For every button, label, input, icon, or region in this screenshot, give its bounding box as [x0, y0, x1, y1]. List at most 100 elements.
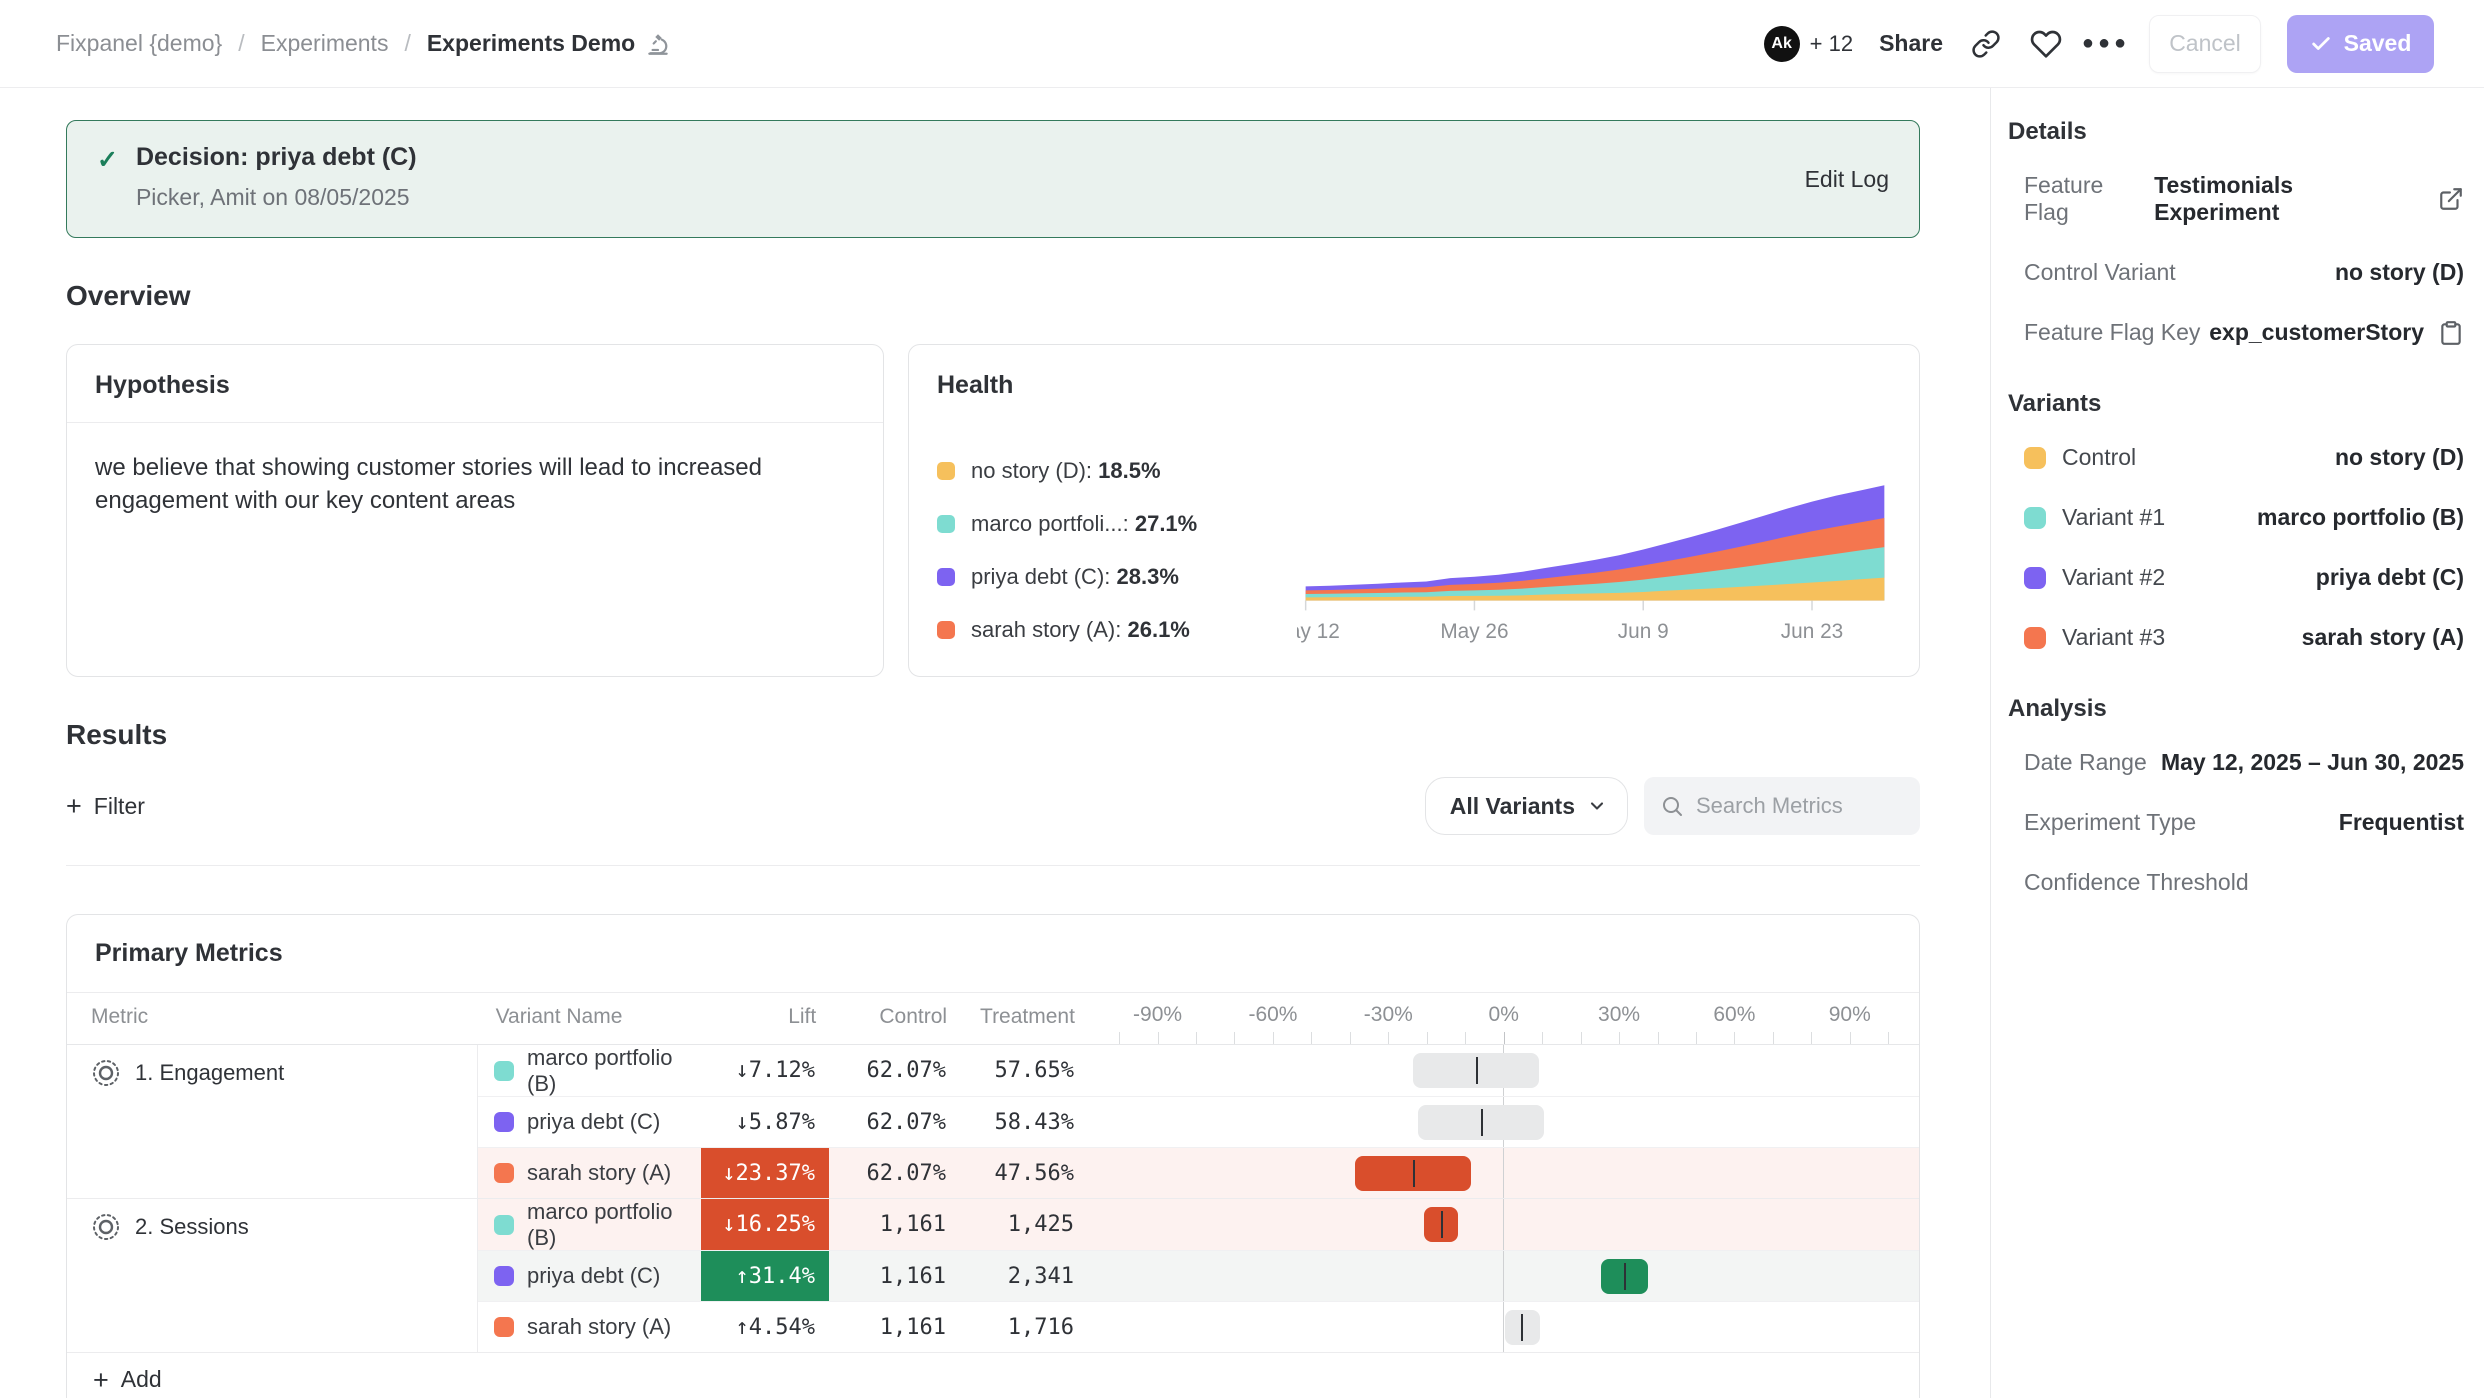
variant-swatch [494, 1163, 514, 1183]
analysis-value: Frequentist [2338, 809, 2464, 835]
metric-name-cell[interactable]: 1. Engagement [67, 1045, 478, 1198]
breadcrumb-separator: / [404, 30, 411, 56]
edit-log-link[interactable]: Edit Log [1804, 165, 1889, 192]
variants-dropdown[interactable]: All Variants [1424, 777, 1628, 835]
variant-swatch [494, 1317, 514, 1337]
variant-label: Control [2062, 444, 2137, 470]
add-metric-button[interactable]: + Add [67, 1352, 1919, 1398]
confidence-interval-bar [1355, 1156, 1472, 1191]
axis-tick-label: -30% [1363, 1003, 1413, 1026]
metric-variant-row[interactable]: sarah story (A) ↓23.37% 62.07% 47.56% [478, 1147, 1919, 1198]
legend-swatch [937, 462, 955, 480]
external-link-icon[interactable] [2438, 186, 2464, 212]
legend-label: marco portfoli...: 27.1% [971, 511, 1198, 536]
primary-metrics-card: Primary Metrics Metric Variant Name Lift… [66, 914, 1920, 1398]
chevron-down-icon [1587, 796, 1607, 816]
add-filter-label: Filter [93, 792, 145, 819]
metric-name-cell[interactable]: 2. Sessions [67, 1199, 478, 1352]
metric-group: 2. Sessions marco portfolio (B) ↓16.25% … [67, 1198, 1919, 1352]
axis-tick-label: -90% [1133, 1003, 1183, 1026]
divider [67, 422, 883, 423]
table-body: 1. Engagement marco portfolio (B) ↓7.12%… [67, 1045, 1919, 1352]
hypothesis-title: Hypothesis [95, 371, 230, 399]
variant-row: Variant #3 sarah story (A) [2008, 624, 2464, 651]
confidence-interval-plot [1099, 1302, 1919, 1352]
legend-swatch [937, 621, 955, 639]
confidence-interval-plot [1099, 1199, 1919, 1250]
metric-variant-row[interactable]: marco portfolio (B) ↓7.12% 62.07% 57.65% [478, 1045, 1919, 1096]
variant-name-cell: sarah story (A) [478, 1160, 701, 1186]
divider [66, 865, 1920, 866]
treatment-value: 58.43% [994, 1109, 1074, 1135]
lift-marker [1520, 1314, 1523, 1341]
variant-row: Control no story (D) [2008, 444, 2464, 471]
saved-button[interactable]: Saved [2287, 14, 2434, 73]
copy-link-icon[interactable] [1969, 27, 2003, 61]
axis-tick-label: 60% [1713, 1003, 1756, 1026]
favorite-icon[interactable] [2029, 27, 2063, 61]
breadcrumb-experiments[interactable]: Experiments [260, 30, 389, 56]
variant-name: sarah story (A) [527, 1314, 672, 1339]
control-value: 62.07% [866, 1109, 946, 1135]
plus-icon: + [93, 1364, 109, 1395]
avatar[interactable]: Ak [1763, 25, 1800, 62]
overview-heading: Overview [66, 280, 191, 311]
decision-banner: ✓ Decision: priya debt (C) Picker, Amit … [66, 120, 1920, 238]
column-header-control: Control [879, 1005, 948, 1028]
metric-variant-row[interactable]: priya debt (C) ↓5.87% 62.07% 58.43% [478, 1096, 1919, 1147]
lift-value: ↓7.12% [735, 1058, 815, 1083]
plus-icon: + [66, 791, 82, 821]
search-metrics-input[interactable] [1696, 793, 1886, 819]
hypothesis-card: Hypothesis we believe that showing custo… [66, 344, 884, 677]
lift-value: ↓5.87% [735, 1109, 815, 1135]
detail-value[interactable]: Testimonials Experiment [2154, 172, 2464, 226]
lift-badge: ↓23.37% [701, 1148, 829, 1198]
metric-variant-row[interactable]: sarah story (A) ↑4.54% 1,161 1,716 [478, 1301, 1919, 1352]
detail-value[interactable]: exp_customerStory [2209, 319, 2464, 346]
variant-name-cell: marco portfolio (B) [478, 1199, 701, 1251]
metric-variant-row[interactable]: priya debt (C) ↑31.4% 1,161 2,341 [478, 1250, 1919, 1301]
table-header: Metric Variant Name Lift Control Treatme… [67, 993, 1919, 1045]
variant-value: priya debt (C) [2315, 564, 2464, 590]
saved-button-label: Saved [2343, 30, 2412, 56]
breadcrumb-current: Experiments Demo [427, 30, 671, 57]
cancel-button[interactable]: Cancel [2149, 14, 2261, 73]
analysis-row: Experiment Type Frequentist [2008, 809, 2464, 836]
clipboard-icon[interactable] [2438, 320, 2464, 346]
decision-check-icon: ✓ [97, 146, 118, 174]
variant-label: Variant #3 [2062, 624, 2166, 650]
variant-row: Variant #1 marco portfolio (B) [2008, 504, 2464, 531]
variant-name: priya debt (C) [527, 1263, 661, 1288]
variant-label: Variant #1 [2062, 504, 2166, 530]
analysis-label: Confidence Threshold [2024, 869, 2249, 895]
analysis-row: Confidence Threshold [2008, 869, 2464, 896]
metric-name: 1. Engagement [135, 1060, 285, 1085]
analysis-label: Date Range [2024, 749, 2147, 775]
lift-marker [1624, 1263, 1627, 1290]
column-header-metric: Metric [91, 1005, 149, 1028]
add-filter-button[interactable]: + Filter [66, 793, 145, 820]
analysis-label: Experiment Type [2024, 809, 2197, 835]
legend-label: priya debt (C): 28.3% [971, 564, 1179, 589]
analysis-section-title: Analysis [2008, 695, 2107, 722]
avatar-count[interactable]: + 12 [1809, 30, 1854, 56]
axis-tick-label: 0% [1488, 1003, 1519, 1026]
legend-label: sarah story (A): 26.1% [971, 617, 1190, 642]
variant-swatch [2024, 446, 2046, 469]
metric-icon [91, 1058, 121, 1088]
variant-swatch [494, 1266, 514, 1286]
details-section-title: Details [2008, 118, 2087, 145]
column-header-variant: Variant Name [495, 1005, 623, 1028]
more-options-icon[interactable]: ●●● [2081, 32, 2131, 54]
confidence-interval-bar [1412, 1053, 1539, 1088]
metric-group: 1. Engagement marco portfolio (B) ↓7.12%… [67, 1045, 1919, 1198]
metric-variant-row[interactable]: marco portfolio (B) ↓16.25% 1,161 1,425 [478, 1199, 1919, 1250]
share-button[interactable]: Share [1879, 30, 1943, 56]
confidence-interval-plot [1099, 1097, 1919, 1147]
lift-cell: ↓16.25% [701, 1199, 829, 1250]
control-value: 62.07% [866, 1058, 946, 1083]
add-metric-label: Add [120, 1366, 162, 1392]
treatment-value: 47.56% [994, 1160, 1074, 1186]
breadcrumb-project[interactable]: Fixpanel {demo} [56, 30, 223, 56]
lift-axis: -90% -60% -30% 0% 30% 60% 90% [1100, 993, 1919, 1044]
